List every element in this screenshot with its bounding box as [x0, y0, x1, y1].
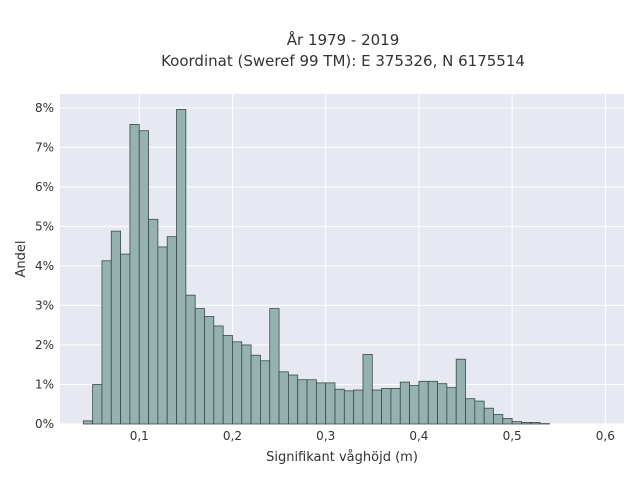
histogram-bar	[166, 236, 177, 425]
chart-title-line-2: Koordinat (Sweref 99 TM): E 375326, N 61…	[161, 52, 525, 70]
y-tick-label: 5%	[35, 219, 54, 233]
histogram-bar	[437, 383, 448, 425]
histogram-bar	[493, 414, 504, 425]
histogram-bar	[101, 260, 112, 425]
histogram-bar	[465, 398, 476, 425]
histogram-bar	[260, 360, 271, 425]
histogram-bar	[241, 344, 252, 425]
histogram-bar	[362, 354, 373, 425]
y-axis-ticks: 0% 1% 2% 3% 4% 5% 6% 7% 8%	[35, 101, 54, 431]
chart-title-line-1: År 1979 - 2019	[287, 30, 400, 49]
histogram-bar	[138, 130, 149, 425]
histogram-bar	[511, 421, 522, 425]
histogram-bar	[222, 335, 233, 425]
histogram-bar	[343, 390, 355, 425]
histogram-bar	[306, 379, 317, 425]
histogram-bar	[409, 384, 420, 425]
y-tick-label: 7%	[35, 140, 54, 154]
histogram-bar	[297, 379, 308, 425]
histogram-bar	[278, 371, 289, 425]
y-tick-label: 3%	[35, 298, 54, 312]
histogram-bar	[129, 124, 140, 425]
histogram-bar	[418, 380, 429, 425]
histogram-bar	[315, 382, 327, 425]
histogram-bar	[92, 384, 103, 425]
histogram-bar	[204, 316, 215, 425]
histogram-bar	[194, 308, 205, 425]
histogram-bar	[371, 389, 383, 425]
y-tick-label: 6%	[35, 180, 54, 194]
y-tick-label: 2%	[35, 338, 54, 352]
histogram-bar	[334, 388, 345, 425]
histogram-bar	[269, 308, 280, 425]
histogram-bar	[446, 387, 457, 425]
histogram-bar	[185, 294, 196, 425]
x-tick-label: 0,3	[316, 429, 335, 443]
x-axis-label: Signifikant våghöjd (m)	[266, 450, 418, 465]
y-tick-label: 4%	[35, 259, 54, 273]
x-tick-label: 0,6	[596, 429, 615, 443]
y-tick-label: 0%	[35, 417, 54, 431]
histogram-bar	[287, 374, 299, 425]
histogram-bar	[353, 389, 364, 425]
x-axis-ticks: 0,1 0,2 0,3 0,4 0,5 0,6	[130, 429, 615, 443]
histogram-bar	[232, 341, 243, 425]
histogram-bar	[530, 422, 541, 425]
x-tick-label: 0,1	[130, 429, 149, 443]
histogram-bar	[176, 109, 187, 425]
histogram-bar	[82, 420, 94, 425]
histogram-bar	[390, 388, 401, 425]
y-axis-label: Andel	[14, 241, 29, 278]
y-tick-label: 1%	[35, 377, 54, 391]
y-tick-label: 8%	[35, 101, 54, 115]
histogram-bar	[474, 400, 485, 425]
histogram-bar	[120, 253, 131, 425]
histogram-bar	[325, 382, 336, 425]
histogram-bar	[250, 354, 261, 425]
histogram-bar	[381, 388, 392, 425]
x-tick-label: 0,4	[409, 429, 428, 443]
histogram-bar	[502, 418, 513, 425]
histogram-bars	[82, 109, 550, 425]
x-tick-label: 0,2	[223, 429, 242, 443]
histogram-bar	[521, 422, 532, 425]
histogram-bar	[157, 246, 168, 425]
histogram-bar	[455, 358, 466, 425]
histogram-bar	[213, 325, 224, 425]
histogram-bar	[399, 381, 410, 425]
histogram-bar	[427, 380, 438, 425]
histogram-bar	[148, 218, 159, 425]
histogram-bar	[110, 230, 121, 425]
x-tick-label: 0,5	[503, 429, 522, 443]
histogram-bar	[483, 407, 494, 425]
